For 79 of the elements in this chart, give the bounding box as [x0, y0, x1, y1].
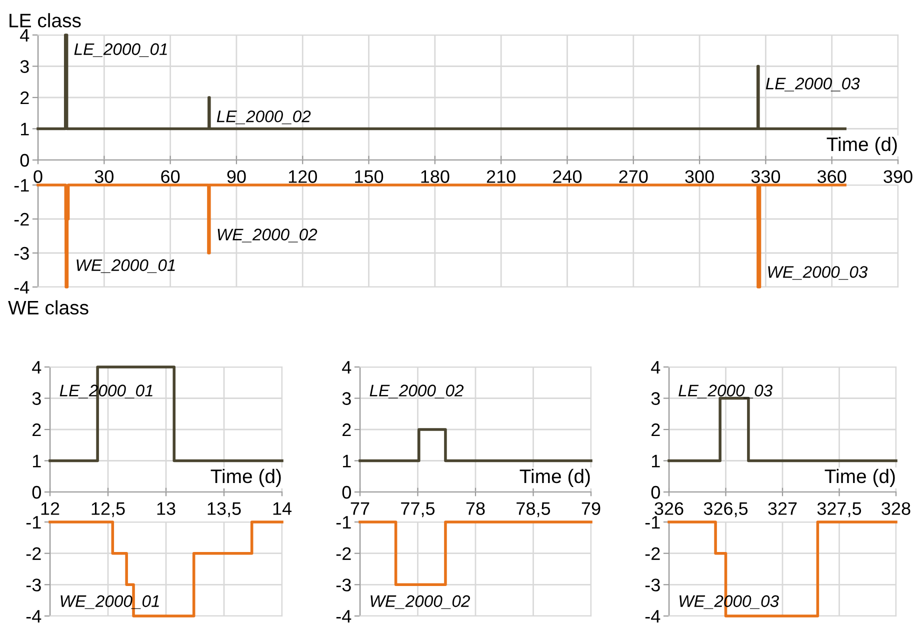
y-tick-label: 0: [342, 486, 351, 499]
y-tick-label: -1: [645, 516, 660, 529]
y-tick-label: -2: [645, 547, 660, 560]
x-axis-title: Time (d): [210, 468, 281, 487]
y-tick-label: 0: [20, 154, 29, 167]
x-tick-label: 180: [421, 170, 450, 183]
y-tick-label: -4: [336, 610, 352, 623]
annotation: LE_2000_02: [370, 384, 464, 398]
annotation: WE_2000_02: [218, 228, 318, 242]
x-tick-label: 360: [817, 170, 846, 183]
y-tick-label: -2: [336, 547, 351, 560]
y-tick-label: 1: [33, 454, 41, 468]
y-tick-label: 0: [651, 486, 660, 499]
x-tick-label: 30: [94, 170, 114, 183]
y-tick-label: -4: [645, 610, 660, 623]
annotation: WE_2000_02: [370, 595, 470, 609]
x-axis-title: Time (d): [826, 136, 897, 155]
annotation: LE_2000_02: [216, 110, 311, 124]
y-tick-label: -4: [26, 610, 42, 623]
y-tick-label: 4: [32, 361, 42, 374]
x-tick-label: 210: [486, 170, 516, 183]
x-tick-label: 14: [273, 502, 292, 515]
x-tick-label: 327,5: [817, 502, 862, 518]
y-tick-label: -1: [336, 516, 351, 529]
y-tick-label: -4: [14, 281, 30, 294]
y-tick-label: 2: [32, 423, 41, 436]
chart-title: LE class: [10, 13, 81, 28]
annotation: WE_2000_01: [76, 259, 175, 273]
y-tick-label: 4: [651, 361, 660, 374]
x-tick-label: 79: [582, 502, 600, 515]
annotation: LE_2000_03: [678, 384, 772, 398]
x-tick-label: 13,5: [208, 502, 241, 518]
y-tick-label: -3: [26, 578, 41, 592]
y-tick-label: -3: [645, 578, 660, 592]
annotation: LE_2000_03: [766, 78, 860, 92]
text: WE class: [8, 300, 88, 315]
y-tick-label: 3: [32, 392, 41, 405]
y-tick-label: 3: [342, 392, 351, 405]
x-tick-label: 390: [884, 170, 912, 183]
x-tick-label: 330: [751, 170, 780, 183]
x-tick-label: 12,5: [92, 502, 125, 518]
y-tick-label: 4: [20, 29, 30, 42]
x-tick-label: 270: [619, 170, 648, 183]
y-tick-label: -2: [14, 212, 29, 226]
y-tick-label: 2: [342, 423, 351, 436]
y-tick-label: 2: [20, 91, 29, 104]
x-tick-label: 326,5: [704, 502, 748, 518]
x-tick-label: 77: [350, 502, 370, 515]
y-tick-label: 1: [652, 454, 660, 468]
annotation: WE_2000_03: [768, 266, 868, 280]
y-tick-label: -3: [336, 578, 351, 592]
y-tick-label: 4: [342, 361, 352, 374]
x-tick-label: 326: [654, 502, 684, 515]
x-tick-label: 60: [161, 170, 180, 183]
x-tick-label: 12: [41, 502, 60, 515]
y-tick-label: 3: [651, 392, 660, 405]
x-tick-label: 77,5: [401, 502, 435, 518]
annotation: LE_2000_01: [74, 43, 167, 57]
y-tick-label: -1: [26, 516, 41, 529]
y-tick-label: 0: [32, 486, 41, 499]
x-tick-label: 327: [768, 502, 797, 515]
x-tick-label: 13: [157, 502, 176, 515]
x-tick-label: 78,5: [516, 502, 550, 518]
y-tick-label: -1: [14, 179, 29, 192]
x-tick-label: 240: [553, 170, 582, 183]
y-tick-label: 2: [652, 423, 660, 436]
y-tick-label: -3: [14, 246, 29, 260]
y-tick-label: 1: [343, 454, 351, 468]
x-axis-title: Time (d): [520, 468, 590, 487]
y-tick-label: 1: [21, 122, 29, 136]
x-tick-label: 120: [288, 170, 317, 183]
x-tick-label: 300: [685, 170, 714, 183]
y-tick-label: -2: [26, 547, 41, 560]
y-tick-label: 3: [20, 60, 29, 73]
x-tick-label: 150: [355, 170, 384, 183]
x-tick-label: 78: [466, 502, 485, 515]
x-tick-label: 328: [882, 502, 910, 515]
x-tick-label: 90: [227, 170, 246, 183]
x-axis-title: Time (d): [824, 468, 895, 487]
